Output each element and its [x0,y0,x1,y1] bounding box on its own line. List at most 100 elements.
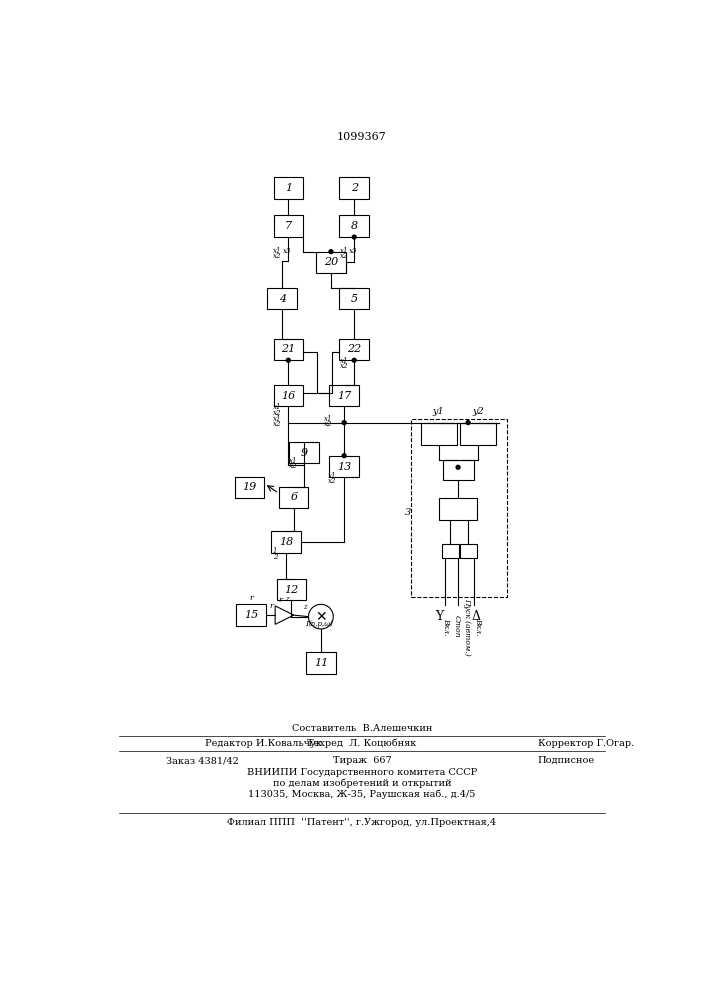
Text: Вкл.: Вкл. [474,618,482,635]
Text: x2: x2 [340,252,349,260]
Text: Заказ 4381/42: Заказ 4381/42 [166,756,239,765]
Text: ✕: ✕ [315,610,327,624]
Text: 7: 7 [285,221,292,231]
Bar [339,215,369,237]
Text: 1: 1 [285,183,292,193]
Text: x3: x3 [283,247,291,255]
Bar [442,544,459,558]
Bar [411,419,507,597]
Text: I: I [305,620,308,628]
Text: x1: x1 [288,457,297,465]
Text: Подписное: Подписное [538,756,595,765]
Text: 9: 9 [300,448,308,458]
Bar [236,604,266,626]
Text: y2: y2 [472,407,484,416]
Text: 4: 4 [279,294,286,304]
Text: z: z [285,595,288,603]
Text: x2: x2 [288,462,297,471]
Bar [339,288,369,309]
Text: 15: 15 [244,610,258,620]
Circle shape [352,235,356,239]
Bar [460,544,477,558]
Text: x2: x2 [340,362,349,370]
Bar [274,177,303,199]
Text: x1: x1 [340,357,349,365]
Text: 12: 12 [284,585,298,595]
Bar [274,385,303,406]
Bar [279,487,308,508]
Bar [339,177,369,199]
Text: 22: 22 [347,344,361,354]
Text: x1: x1 [325,415,333,423]
Text: Тираж  667: Тираж 667 [332,756,392,765]
Bar [289,442,319,463]
Text: 5: 5 [351,294,358,304]
Text: (n,p,ω): (n,p,ω) [308,620,333,628]
Text: Пуск (автом.): Пуск (автом.) [462,598,471,656]
Text: Корректор Г.Огар.: Корректор Г.Огар. [538,739,634,748]
Circle shape [286,358,291,362]
Text: 1099367: 1099367 [337,132,387,142]
Text: Техред  Л. Коцюбняк: Техред Л. Коцюбняк [308,739,416,748]
Text: 20: 20 [324,257,338,267]
Bar [329,385,359,406]
Circle shape [329,250,333,254]
Bar [329,456,359,477]
Text: x1: x1 [273,415,281,423]
Bar [235,477,264,498]
Text: 8: 8 [351,221,358,231]
Bar [460,423,496,445]
Bar [316,252,346,273]
Text: Y: Y [436,610,443,623]
Text: 17: 17 [337,391,351,401]
Circle shape [456,465,460,469]
Bar [276,579,306,600]
Text: x1: x1 [273,403,281,411]
Text: x2: x2 [328,477,337,485]
Text: 2: 2 [351,183,358,193]
Bar [306,652,336,674]
Text: x1: x1 [273,247,281,255]
Text: Стоп: Стоп [452,615,461,638]
Text: x1: x1 [340,247,349,255]
Text: Филиал ППП  ''Патент'', г.Ужгород, ул.Проектная,4: Филиал ППП ''Патент'', г.Ужгород, ул.Про… [228,818,496,827]
Circle shape [308,604,333,629]
Text: r: r [269,602,274,610]
Text: 113035, Москва, Ж-35, Раушская наб., д.4/5: 113035, Москва, Ж-35, Раушская наб., д.4… [248,790,476,799]
Text: x2: x2 [273,409,281,417]
Text: x1: x1 [328,472,337,480]
Text: 2: 2 [273,553,277,561]
Bar [339,339,369,360]
Circle shape [352,358,356,362]
Text: 6: 6 [290,492,298,502]
Circle shape [466,421,470,425]
Text: y1: y1 [433,407,445,416]
Bar [267,288,297,309]
Text: x2: x2 [325,420,333,428]
Bar [271,531,300,553]
Text: 3: 3 [405,508,411,517]
Text: по делам изобретений и открытий: по делам изобретений и открытий [273,779,451,788]
Circle shape [342,421,346,425]
Polygon shape [275,606,293,624]
Circle shape [342,454,346,458]
Text: r: r [279,596,283,604]
Text: x3: x3 [349,247,358,255]
Bar [274,339,303,360]
Text: x2: x2 [273,252,281,260]
Text: Вкл.: Вкл. [442,618,450,635]
Bar [274,215,303,237]
Bar [443,460,474,480]
Text: z: z [303,603,306,611]
Text: 16: 16 [281,391,296,401]
Bar [440,498,477,520]
Text: Составитель  В.Алешечкин: Составитель В.Алешечкин [292,724,432,733]
Text: 11: 11 [314,658,328,668]
Text: 19: 19 [243,482,257,492]
Text: 13: 13 [337,462,351,472]
Text: 1: 1 [273,547,277,555]
Text: Δ: Δ [472,610,480,623]
Text: 18: 18 [279,537,293,547]
Text: ВНИИПИ Государственного комитета СССР: ВНИИПИ Государственного комитета СССР [247,768,477,777]
Text: x2: x2 [273,420,281,428]
